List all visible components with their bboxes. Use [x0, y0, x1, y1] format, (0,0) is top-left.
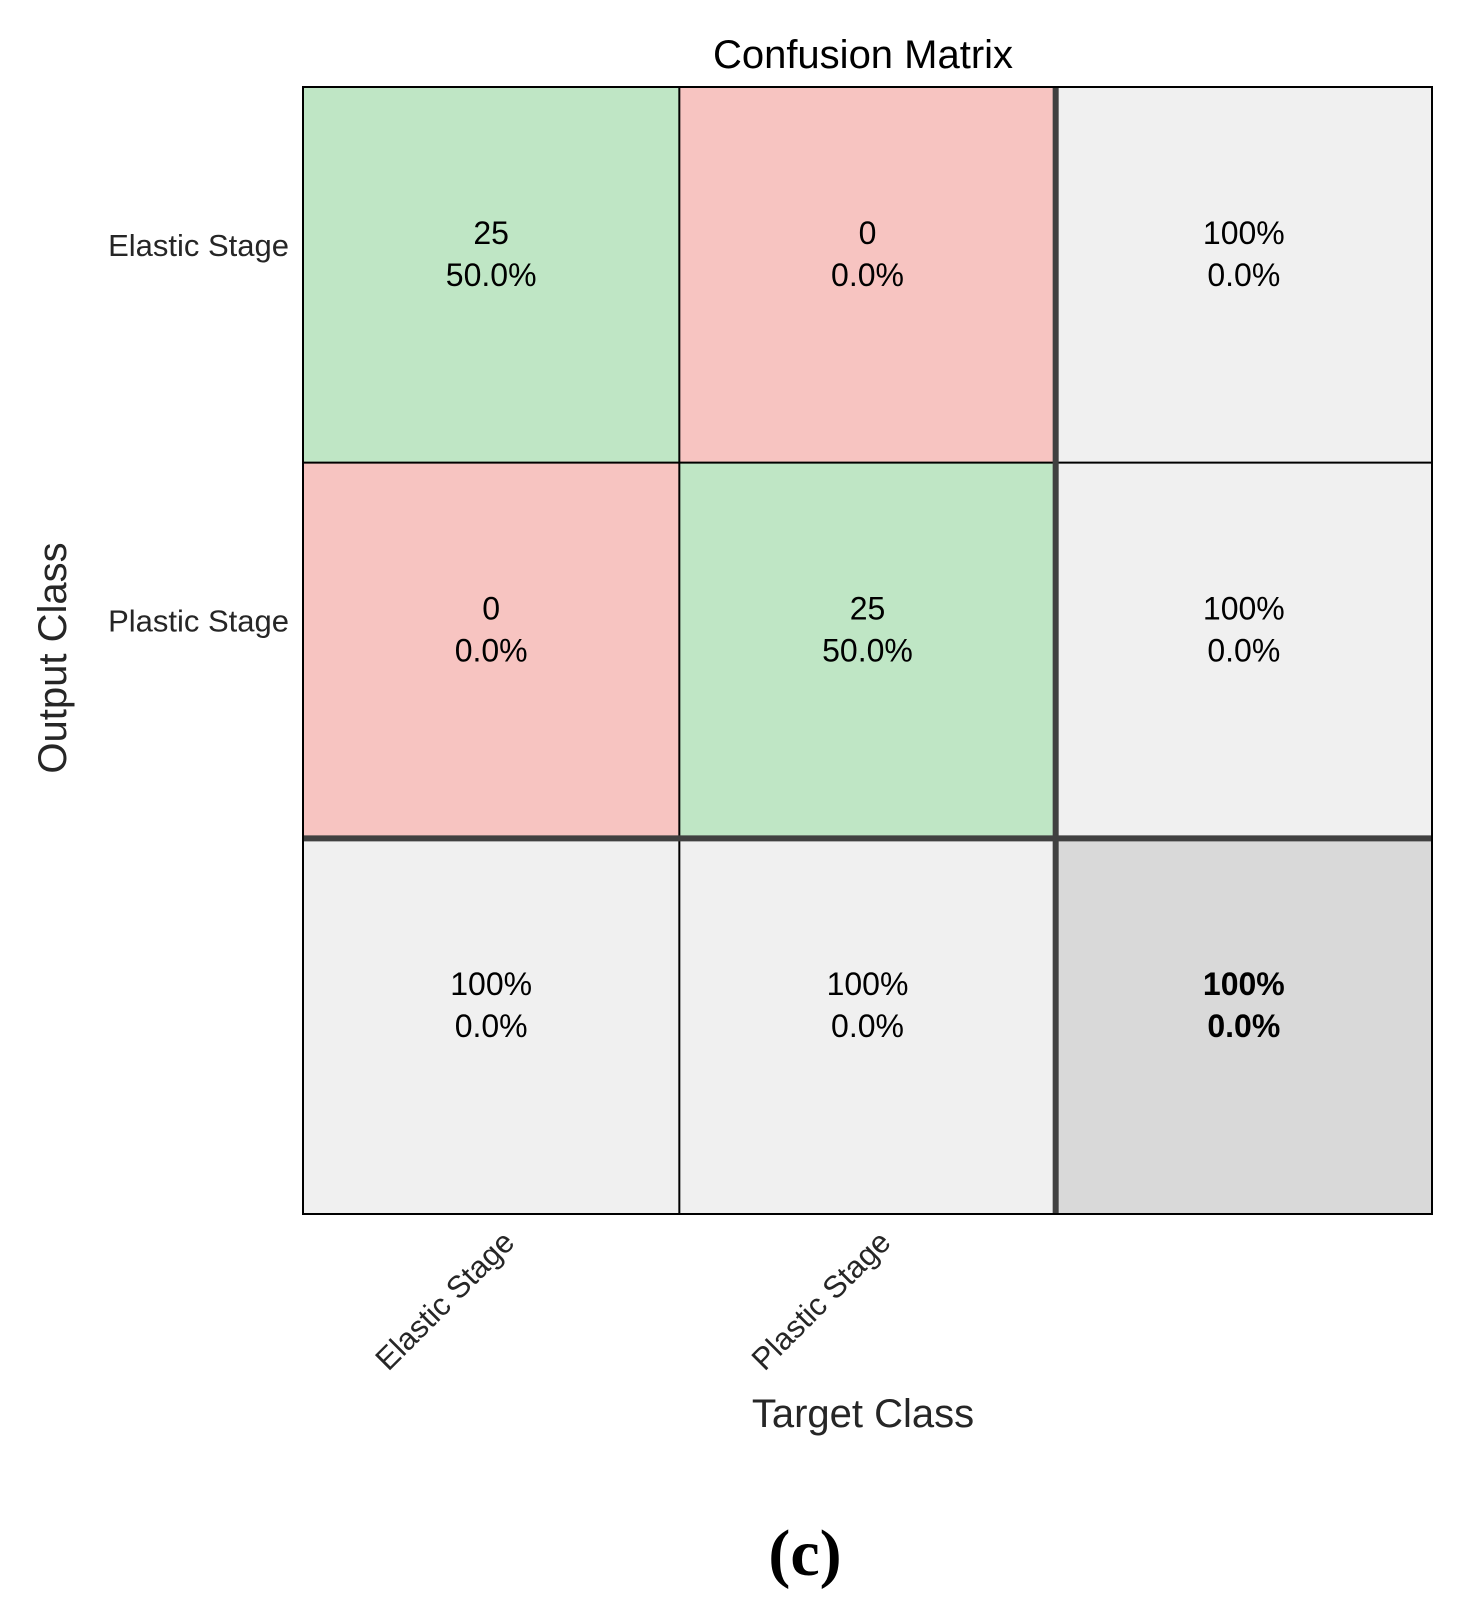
y-tick-label-1: Plastic Stage — [108, 604, 289, 639]
matrix-cell-overall-r2-c2 — [1055, 838, 1432, 1214]
row-summary-1-incorrect: 0.0% — [1207, 633, 1280, 669]
cell-percent-r0-c1: 0.0% — [831, 257, 904, 293]
matrix-cell-incorrect-r1-c0 — [303, 462, 680, 839]
matrix-cell-column-summary-r2-c0 — [303, 838, 680, 1214]
column-summary-0-correct: 100% — [450, 966, 532, 1002]
cell-count-r0-c1: 0 — [859, 215, 877, 251]
y-axis-label: Output Class — [31, 542, 75, 773]
matrix-cell-incorrect-r0-c1 — [679, 87, 1056, 463]
cell-percent-r1-c0: 0.0% — [455, 633, 528, 669]
matrix-cell-correct-r1-c1 — [679, 462, 1056, 839]
chart-title: Confusion Matrix — [713, 33, 1013, 77]
matrix-cell-texts: 25 50.0% 0 0.0% 100% 0.0% 0 0.0% 25 50.0% 100% 0.0%… — [446, 215, 1285, 1044]
cell-count-r0-c0: 25 — [473, 215, 509, 251]
y-tick-label-0: Elastic Stage — [108, 228, 289, 263]
matrix-cell-column-summary-r2-c1 — [679, 838, 1056, 1214]
panel-label: (c) — [768, 1517, 841, 1590]
x-axis-label: Target Class — [752, 1392, 974, 1436]
column-summary-1-incorrect: 0.0% — [831, 1008, 904, 1044]
row-summary-0-correct: 100% — [1203, 215, 1285, 251]
y-tick-labels: Elastic Stage Plastic Stage — [108, 228, 289, 639]
row-summary-0-incorrect: 0.0% — [1207, 257, 1280, 293]
cell-count-r1-c1: 25 — [850, 591, 886, 627]
matrix-grid — [302, 86, 1433, 1215]
cell-percent-r0-c0: 50.0% — [446, 257, 537, 293]
row-summary-1-correct: 100% — [1203, 591, 1285, 627]
matrix-cell-row-summary-r0-c2 — [1055, 87, 1432, 463]
overall-correct: 100% — [1203, 966, 1285, 1002]
overall-incorrect: 0.0% — [1207, 1008, 1280, 1044]
cell-count-r1-c0: 0 — [482, 591, 500, 627]
matrix-cell-correct-r0-c0 — [303, 87, 680, 463]
cell-percent-r1-c1: 50.0% — [822, 633, 913, 669]
matrix-cells — [303, 87, 1432, 1214]
column-summary-1-correct: 100% — [827, 966, 909, 1002]
column-summary-0-incorrect: 0.0% — [455, 1008, 528, 1044]
matrix-cell-row-summary-r1-c2 — [1055, 462, 1432, 839]
matrix-border — [302, 86, 1433, 1215]
